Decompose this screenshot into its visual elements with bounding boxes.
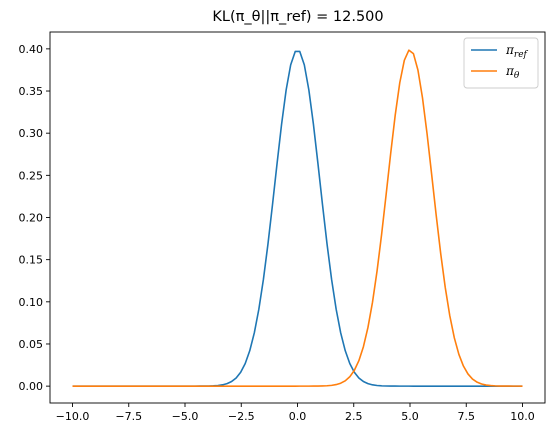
- x-tick-label: −7.5: [115, 410, 142, 423]
- y-tick-label: 0.00: [19, 380, 44, 393]
- plot-area: [72, 49, 523, 387]
- x-tick-label: −5.0: [172, 410, 199, 423]
- x-tick-label: −10.0: [56, 410, 90, 423]
- y-tick-label: 0.20: [19, 212, 44, 225]
- y-tick-label: 0.05: [19, 338, 44, 351]
- x-tick-label: 0.0: [289, 410, 307, 423]
- y-tick-label: 0.10: [19, 296, 44, 309]
- series-line-theta: [72, 49, 523, 387]
- y-tick-label: 0.25: [19, 169, 44, 182]
- x-tick-label: 5.0: [401, 410, 419, 423]
- x-tick-label: 7.5: [458, 410, 476, 423]
- legend-label: πref: [505, 43, 529, 60]
- legend-label: πθ: [505, 64, 520, 81]
- y-tick-label: 0.30: [19, 127, 44, 140]
- y-tick-label: 0.15: [19, 254, 44, 267]
- y-tick-label: 0.40: [19, 43, 44, 56]
- legend-box: [463, 37, 539, 89]
- x-axis: −10.0 −7.5 −5.0 −2.5 0.0 2.5 5.0 7.5 10.0: [56, 403, 535, 423]
- y-tick-label: 0.35: [19, 85, 44, 98]
- chart-title: KL(π_θ||π_ref) = 12.500: [212, 9, 383, 25]
- legend: πref πθ: [463, 37, 539, 89]
- y-axis: 0.00 0.05 0.10 0.15 0.20 0.25 0.30 0.35 0.40: [19, 43, 50, 393]
- x-tick-label: 10.0: [510, 410, 535, 423]
- x-tick-label: 2.5: [345, 410, 363, 423]
- x-tick-label: −2.5: [228, 410, 255, 423]
